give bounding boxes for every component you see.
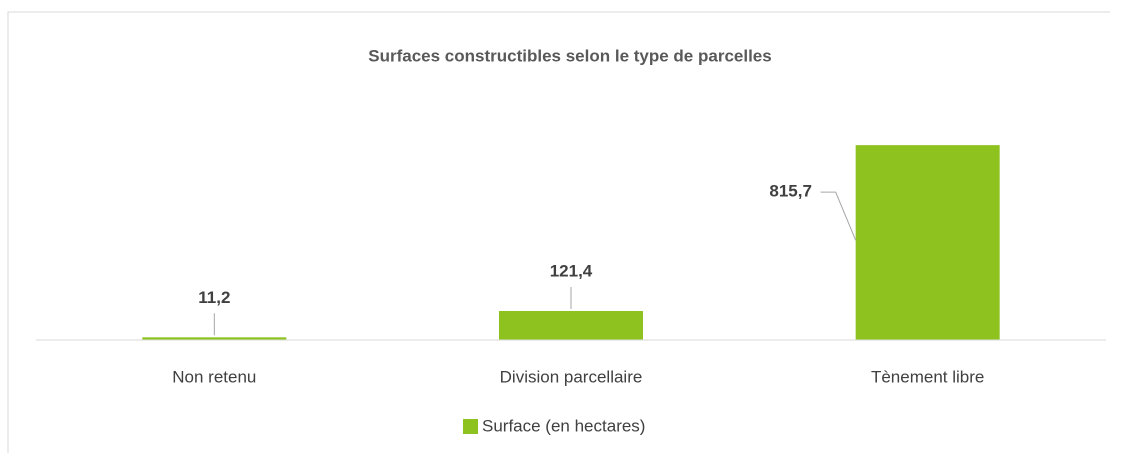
bar [499,310,643,340]
bar [855,145,1000,340]
data-label: 815,7 [769,182,812,201]
chart-title: Surfaces constructibles selon le type de… [368,46,771,65]
bar [142,337,287,340]
data-label: 121,4 [550,261,593,280]
leader-line [820,191,857,241]
x-tick-label: Division parcellaire [500,367,643,386]
legend-label: Surface (en hectares) [482,416,645,435]
data-label: 11,2 [198,288,230,307]
x-tick-label: Tènement libre [871,367,984,386]
x-tick-label: Non retenu [172,367,256,386]
legend-swatch [463,419,478,434]
chart-frame [7,11,1110,453]
